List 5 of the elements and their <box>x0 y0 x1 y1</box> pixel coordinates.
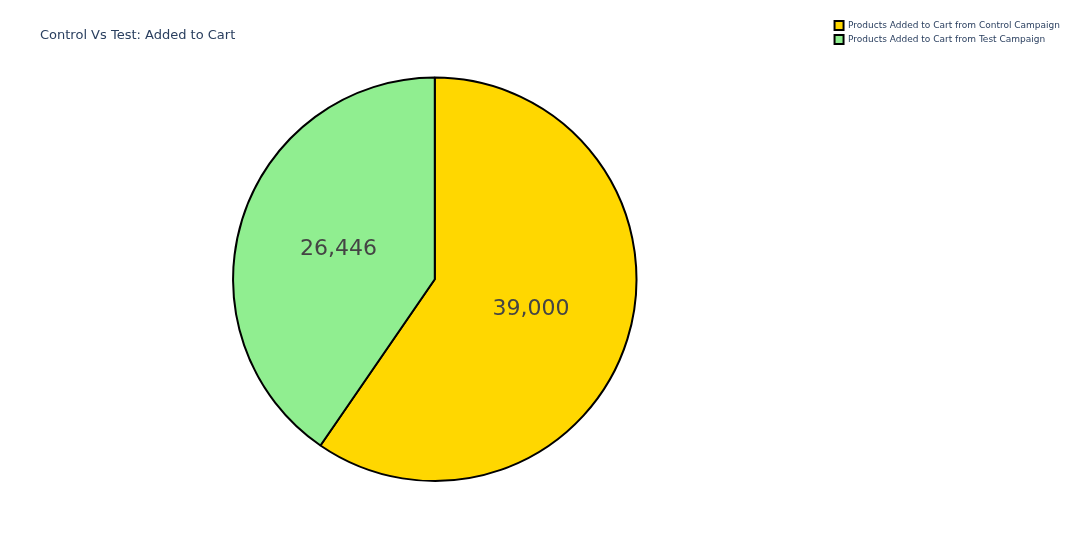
data-label: 26,446 <box>299 235 377 261</box>
legend-label: Products Added to Cart from Control Campaign <box>848 19 1060 30</box>
text: Control Vs Test: Added to Cart <box>40 27 236 43</box>
legend-label: Products Added to Cart from Test Campaign <box>848 33 1046 44</box>
data-label: 39,000 <box>492 294 570 320</box>
